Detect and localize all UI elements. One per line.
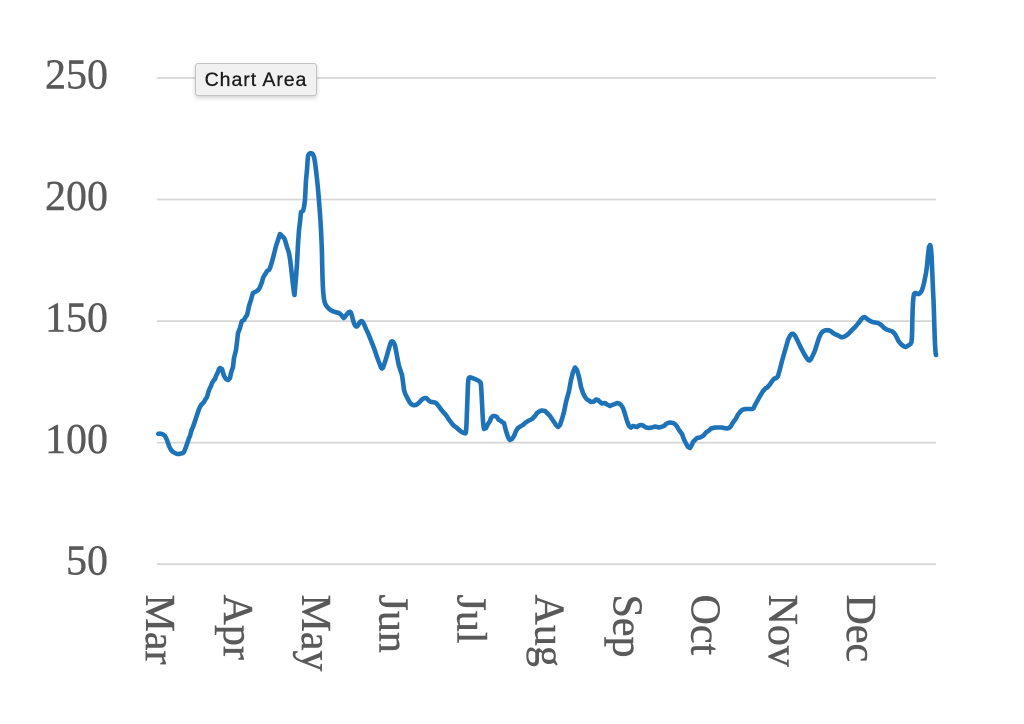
svg-text:250: 250 (45, 53, 108, 99)
svg-text:Jul: Jul (448, 595, 494, 644)
svg-text:200: 200 (45, 174, 108, 220)
svg-text:May: May (292, 595, 338, 672)
svg-text:Sep: Sep (603, 595, 649, 658)
svg-text:Dec: Dec (837, 595, 883, 663)
svg-text:Apr: Apr (214, 595, 260, 660)
svg-text:Aug: Aug (526, 595, 572, 667)
svg-text:Nov: Nov (759, 595, 805, 667)
svg-text:Oct: Oct (681, 595, 727, 656)
svg-text:50: 50 (66, 539, 108, 585)
svg-text:150: 150 (45, 296, 108, 342)
svg-text:Mar: Mar (136, 595, 182, 665)
svg-text:100: 100 (45, 417, 108, 463)
svg-text:Jun: Jun (370, 595, 416, 653)
